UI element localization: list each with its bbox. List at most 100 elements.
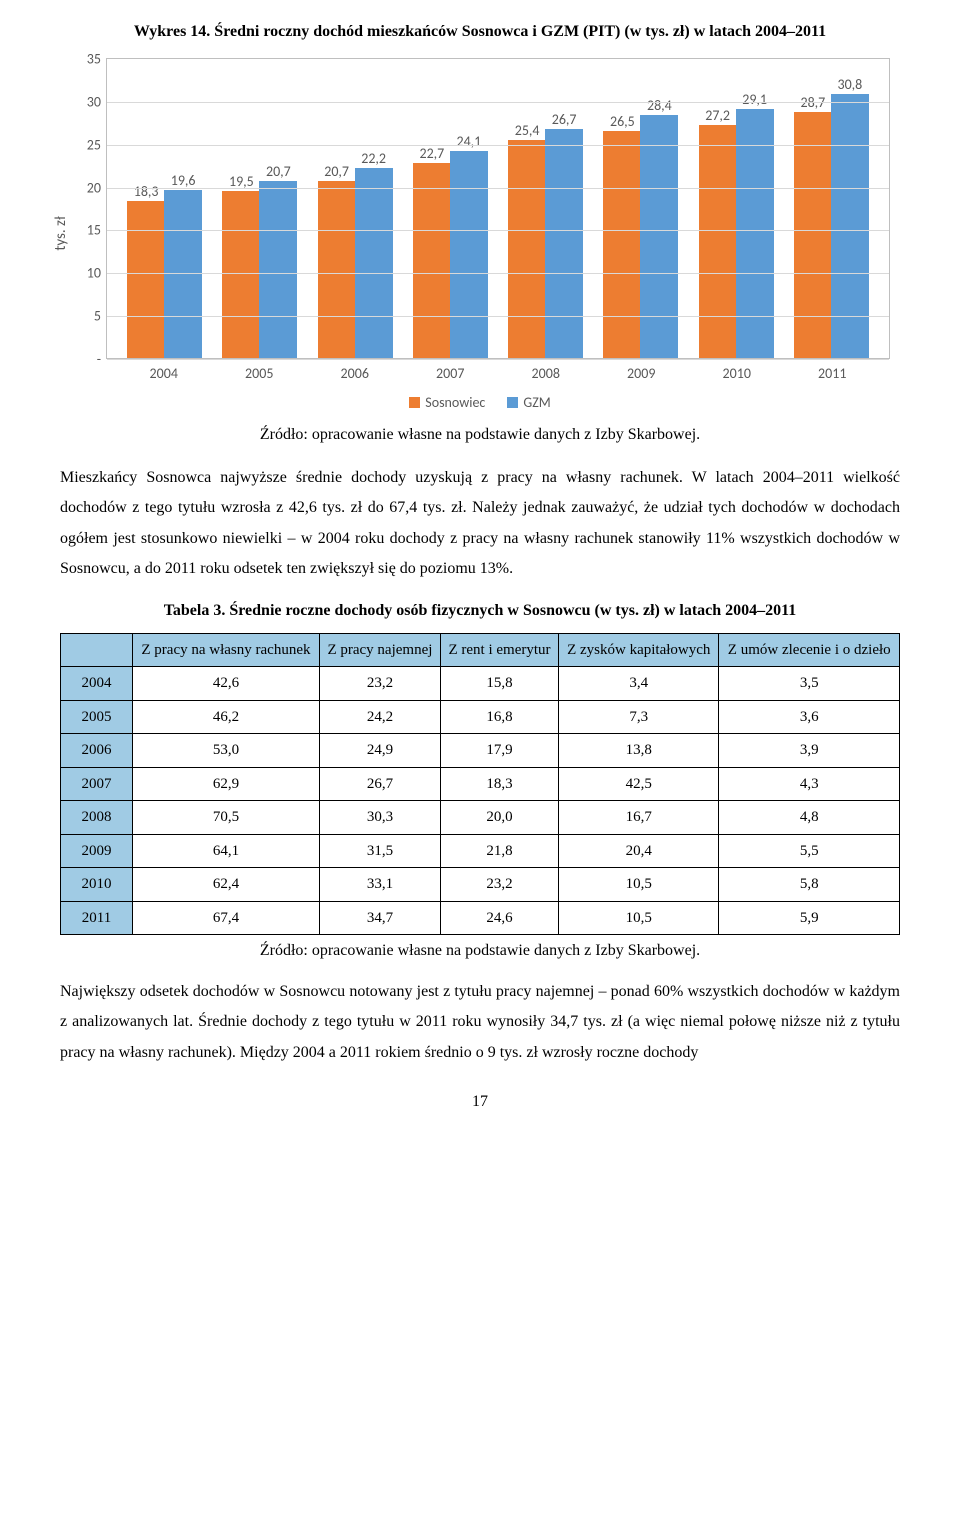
chart-xtick: 2007 xyxy=(410,363,490,384)
chart-ytick: 15 xyxy=(75,220,101,241)
chart-bar: 22,7 xyxy=(413,163,451,358)
table-cell: 62,4 xyxy=(133,868,320,902)
page-number: 17 xyxy=(60,1090,900,1114)
table-cell: 4,3 xyxy=(719,767,900,801)
chart-bar-label: 20,7 xyxy=(266,161,291,182)
chart-bar: 26,5 xyxy=(603,131,641,358)
table-header-cell: Z pracy na własny rachunek xyxy=(133,633,320,667)
legend-item-sosnowiec: Sosnowiec xyxy=(409,392,485,413)
table-row: 200442,623,215,83,43,5 xyxy=(61,667,900,701)
table-cell: 24,2 xyxy=(319,700,440,734)
table-cell: 62,9 xyxy=(133,767,320,801)
chart-ytick: 10 xyxy=(75,263,101,284)
table-cell: 10,5 xyxy=(559,868,719,902)
chart-bar-label: 22,2 xyxy=(361,148,386,169)
chart-plot-area: 18,319,619,520,720,722,222,724,125,426,7… xyxy=(106,58,890,358)
table-cell: 5,5 xyxy=(719,834,900,868)
table-cell: 23,2 xyxy=(319,667,440,701)
table-cell: 33,1 xyxy=(319,868,440,902)
table-title: Tabela 3. Średnie roczne dochody osób fi… xyxy=(60,599,900,623)
chart-bar-label: 27,2 xyxy=(705,105,730,126)
chart-ytick: - xyxy=(75,349,101,370)
chart-bar-group: 25,426,7 xyxy=(506,129,586,358)
table-row-header: 2008 xyxy=(61,801,133,835)
chart-bar: 19,5 xyxy=(222,191,260,358)
table-source: Źródło: opracowanie własne na podstawie … xyxy=(60,939,900,963)
legend-label-sosnowiec: Sosnowiec xyxy=(425,394,485,411)
table-cell: 67,4 xyxy=(133,901,320,935)
table-cell: 4,8 xyxy=(719,801,900,835)
chart-bar-group: 27,229,1 xyxy=(696,109,776,358)
chart-bar-label: 25,4 xyxy=(515,120,540,141)
chart-bar: 25,4 xyxy=(508,140,546,358)
table-cell: 42,5 xyxy=(559,767,719,801)
income-table: Z pracy na własny rachunekZ pracy najemn… xyxy=(60,633,900,936)
table-cell: 34,7 xyxy=(319,901,440,935)
table-row: 200546,224,216,87,33,6 xyxy=(61,700,900,734)
chart-ytick: 20 xyxy=(75,177,101,198)
chart-bar-label: 28,4 xyxy=(647,95,672,116)
table-row: 200762,926,718,342,54,3 xyxy=(61,767,900,801)
table-row-header: 2007 xyxy=(61,767,133,801)
chart-bar: 26,7 xyxy=(545,129,583,358)
table-cell: 20,0 xyxy=(440,801,558,835)
table-cell: 26,7 xyxy=(319,767,440,801)
chart-bar-label: 26,7 xyxy=(552,109,577,130)
chart-bar: 18,3 xyxy=(127,201,165,358)
table-row-header: 2005 xyxy=(61,700,133,734)
chart-ylabel: tys. zł xyxy=(50,216,73,250)
table-cell: 7,3 xyxy=(559,700,719,734)
table-cell: 20,4 xyxy=(559,834,719,868)
legend-label-gzm: GZM xyxy=(523,394,550,411)
chart-bar-label: 30,8 xyxy=(837,74,862,95)
table-cell: 3,4 xyxy=(559,667,719,701)
table-row: 200653,024,917,913,83,9 xyxy=(61,734,900,768)
table-cell: 70,5 xyxy=(133,801,320,835)
table-row-header: 2010 xyxy=(61,868,133,902)
table-cell: 42,6 xyxy=(133,667,320,701)
table-cell: 16,8 xyxy=(440,700,558,734)
chart-bar: 27,2 xyxy=(699,125,737,358)
table-header-cell: Z zysków kapitałowych xyxy=(559,633,719,667)
chart-bar: 28,7 xyxy=(794,112,832,358)
chart-xtick: 2006 xyxy=(315,363,395,384)
chart-legend: Sosnowiec GZM xyxy=(70,392,890,413)
chart-ytick: 30 xyxy=(75,91,101,112)
chart-bar-label: 29,1 xyxy=(742,89,767,110)
table-row: 200870,530,320,016,74,8 xyxy=(61,801,900,835)
bar-chart: tys. zł 18,319,619,520,720,722,222,724,1… xyxy=(70,58,890,413)
chart-bar: 28,4 xyxy=(640,115,678,358)
paragraph-2: Największy odsetek dochodów w Sosnowcu n… xyxy=(60,977,900,1068)
chart-xtick: 2010 xyxy=(697,363,777,384)
table-cell: 16,7 xyxy=(559,801,719,835)
legend-item-gzm: GZM xyxy=(507,392,550,413)
chart-source: Źródło: opracowanie własne na podstawie … xyxy=(60,423,900,447)
table-row-header: 2009 xyxy=(61,834,133,868)
chart-xaxis: 20042005200620072008200920102011 xyxy=(106,358,890,384)
chart-bar-group: 19,520,7 xyxy=(220,181,300,358)
chart-bar-group: 26,528,4 xyxy=(601,115,681,358)
paragraph-1: Mieszkańcy Sosnowca najwyższe średnie do… xyxy=(60,463,900,585)
table-cell: 53,0 xyxy=(133,734,320,768)
chart-xtick: 2005 xyxy=(219,363,299,384)
legend-swatch-gzm xyxy=(507,397,518,408)
table-cell: 64,1 xyxy=(133,834,320,868)
table-cell: 17,9 xyxy=(440,734,558,768)
chart-bar-label: 24,1 xyxy=(456,131,481,152)
table-cell: 13,8 xyxy=(559,734,719,768)
chart-ytick: 5 xyxy=(75,306,101,327)
table-header-row: Z pracy na własny rachunekZ pracy najemn… xyxy=(61,633,900,667)
table-cell: 3,6 xyxy=(719,700,900,734)
table-cell: 31,5 xyxy=(319,834,440,868)
table-cell: 21,8 xyxy=(440,834,558,868)
chart-bar: 20,7 xyxy=(318,181,356,358)
table-header-cell: Z rent i emerytur xyxy=(440,633,558,667)
table-header-cell: Z pracy najemnej xyxy=(319,633,440,667)
table-cell: 23,2 xyxy=(440,868,558,902)
chart-bar: 30,8 xyxy=(831,94,869,358)
table-row-header: 2006 xyxy=(61,734,133,768)
table-header-cell: Z umów zlecenie i o dzieło xyxy=(719,633,900,667)
table-cell: 5,8 xyxy=(719,868,900,902)
table-cell: 30,3 xyxy=(319,801,440,835)
chart-bar-group: 20,722,2 xyxy=(315,168,395,358)
